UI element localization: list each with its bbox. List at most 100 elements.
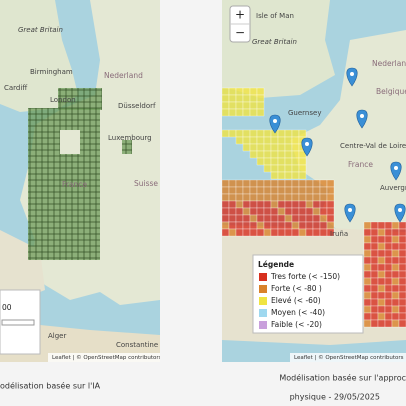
cell: [398, 319, 406, 328]
cell: [398, 263, 406, 272]
cell: [242, 214, 251, 223]
cell: [256, 108, 265, 117]
zoom-in[interactable]: +: [235, 8, 245, 22]
cell: [228, 87, 237, 96]
cell: [228, 101, 237, 110]
cell: [256, 157, 265, 166]
marker: [356, 109, 368, 129]
land: [0, 0, 78, 112]
cell: [370, 228, 379, 237]
cell: [326, 228, 335, 237]
cell: [242, 94, 251, 103]
cell: [263, 200, 272, 209]
cell: [242, 101, 251, 110]
cell: [242, 108, 251, 117]
cell: [222, 129, 230, 138]
cell: [242, 200, 251, 209]
cell: [263, 129, 272, 138]
marker-dot: [360, 114, 364, 118]
cell: [391, 291, 400, 300]
cell: [298, 164, 307, 173]
cell: [242, 136, 251, 145]
cell: [228, 207, 237, 216]
cell: [398, 312, 406, 321]
cell: [249, 186, 258, 195]
cell: [235, 228, 244, 237]
cell: [270, 186, 279, 195]
caption: odélisation basée sur l'IA: [0, 381, 101, 391]
cell: [235, 221, 244, 230]
cell: [377, 291, 386, 300]
cell: [377, 270, 386, 279]
cell: [363, 291, 372, 300]
cell: [312, 186, 321, 195]
cell: [235, 207, 244, 216]
cell: [256, 150, 265, 159]
cell: [370, 291, 379, 300]
zoom-out[interactable]: −: [235, 26, 245, 40]
cell: [235, 129, 244, 138]
right-map: Isle of Man Great Britain Nederland Belg…: [222, 0, 406, 362]
cell: [326, 186, 335, 195]
cell: [319, 193, 328, 202]
cell: [263, 186, 272, 195]
cell: [291, 157, 300, 166]
cell: [277, 207, 286, 216]
cell: [270, 200, 279, 209]
cell: [270, 207, 279, 216]
cell: [298, 171, 307, 180]
cell: [284, 171, 293, 180]
cell: [270, 214, 279, 223]
cell: [391, 305, 400, 314]
cell: [284, 214, 293, 223]
cell: [228, 193, 237, 202]
cell: [312, 228, 321, 237]
slider[interactable]: [1, 319, 35, 326]
legend-items: Tres forte (< -150) Forte (< -80 ) Elevé (…: [259, 272, 340, 329]
cell: [249, 200, 258, 209]
cell: [256, 200, 265, 209]
cell: [284, 129, 293, 138]
cell: [384, 284, 393, 293]
cell: [277, 193, 286, 202]
cell: [377, 228, 386, 237]
cell: [298, 207, 307, 216]
cell: [256, 221, 265, 230]
map-label: Nederland: [104, 71, 143, 80]
cell: [377, 277, 386, 286]
cell: [291, 200, 300, 209]
cell: [249, 108, 258, 117]
cell: [319, 214, 328, 223]
map-label: Düsseldorf: [118, 102, 156, 110]
map-label: Birmingham: [30, 68, 73, 76]
cell: [263, 143, 272, 152]
cell: [270, 171, 279, 180]
cell: [270, 143, 279, 152]
cell: [277, 136, 286, 145]
cell: [222, 94, 230, 103]
cell: [319, 207, 328, 216]
cell: [249, 228, 258, 237]
cell: [228, 129, 237, 138]
cell: [384, 319, 393, 328]
legend-label: Faible (< -20): [271, 320, 322, 329]
cell: [284, 207, 293, 216]
cell: [277, 129, 286, 138]
cell: [263, 136, 272, 145]
cell: [249, 221, 258, 230]
cell: [305, 200, 314, 209]
cell: [291, 136, 300, 145]
cell: [363, 221, 372, 230]
risk-cells: [222, 87, 406, 328]
cell: [377, 221, 386, 230]
map-label: Guernsey: [288, 109, 321, 117]
cell: [312, 179, 321, 188]
marker-dot: [273, 119, 277, 123]
cell: [298, 193, 307, 202]
cell: [235, 186, 244, 195]
cell: [242, 129, 251, 138]
cell: [363, 228, 372, 237]
cell: [228, 228, 237, 237]
caption: Modélisation basée sur l'approc: [279, 373, 406, 383]
cell: [291, 179, 300, 188]
